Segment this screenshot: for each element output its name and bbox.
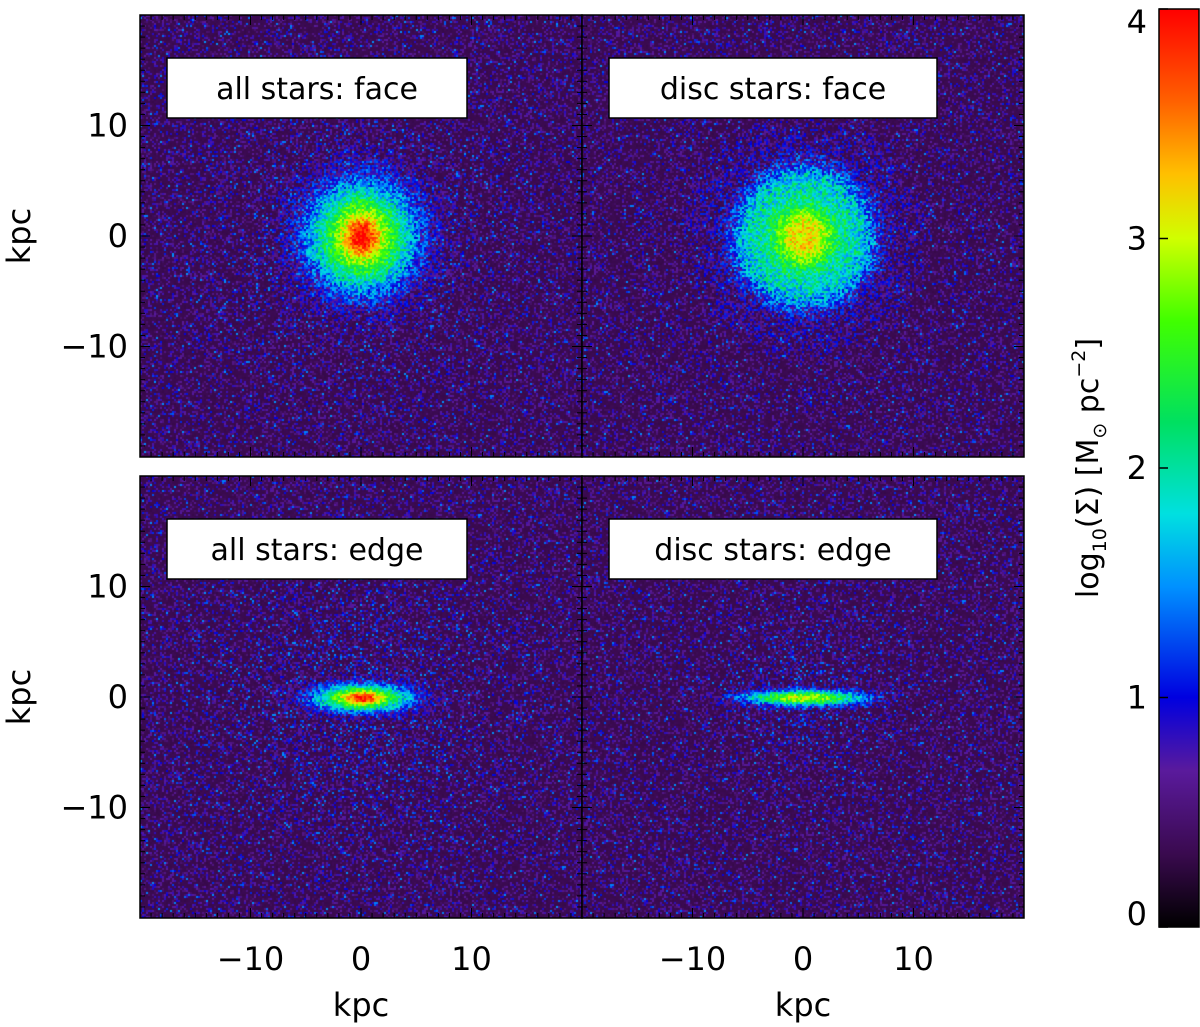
x-tick-label: −10 bbox=[217, 940, 285, 978]
colorbar-label-sun: ⊙ bbox=[1089, 423, 1111, 439]
colorbar-label-mid: (Σ) [M bbox=[1071, 439, 1106, 529]
panel-label: all stars: edge bbox=[211, 533, 424, 568]
colorbar-tick-label: 2 bbox=[1127, 449, 1147, 487]
panel-disc-face: disc stars: face bbox=[581, 14, 1025, 458]
panel-label-box: disc stars: edge bbox=[608, 518, 938, 580]
x-tick-label: 0 bbox=[793, 940, 813, 978]
x-axis-label: kpc bbox=[333, 986, 389, 1024]
x-tick-label: 10 bbox=[893, 940, 934, 978]
panel-label: disc stars: face bbox=[660, 72, 886, 107]
colorbar: 0 1 2 3 4 log10(Σ) [M⊙ pc−2] bbox=[1068, 3, 1200, 933]
y-tick-label: 0 bbox=[108, 678, 128, 716]
y-tick-label: 10 bbox=[87, 107, 128, 145]
x-tick-label: −10 bbox=[659, 940, 727, 978]
x-tick-label: 0 bbox=[351, 940, 371, 978]
colorbar-tick-label: 1 bbox=[1127, 679, 1147, 717]
x-axis-label: kpc bbox=[775, 986, 831, 1024]
panel-ticks bbox=[581, 475, 1025, 919]
x-tick-label: 10 bbox=[451, 940, 492, 978]
colorbar-tick-label: 0 bbox=[1127, 895, 1147, 933]
panel-ticks bbox=[139, 14, 583, 458]
colorbar-label-prefix: log bbox=[1071, 552, 1106, 598]
y-tick-label: −10 bbox=[60, 328, 128, 366]
y-tick-label: 10 bbox=[87, 568, 128, 606]
panel-ticks bbox=[139, 475, 583, 919]
panel-label-box: all stars: face bbox=[166, 57, 468, 119]
panel-label-box: disc stars: face bbox=[608, 57, 938, 119]
colorbar-tick-label: 3 bbox=[1127, 220, 1147, 258]
panel-disc-edge: disc stars: edge bbox=[581, 475, 1025, 919]
panel-ticks bbox=[581, 14, 1025, 458]
panel-label: all stars: face bbox=[216, 72, 418, 107]
colorbar-tick-label: 4 bbox=[1127, 3, 1147, 41]
panel-label: disc stars: edge bbox=[654, 533, 891, 568]
colorbar-label-sub: 10 bbox=[1089, 528, 1111, 552]
panel-all-face: all stars: face bbox=[139, 14, 583, 458]
panel-all-edge: all stars: edge bbox=[139, 475, 583, 919]
y-axis-label: kpc bbox=[0, 669, 38, 725]
colorbar-label-unit: pc bbox=[1071, 378, 1106, 423]
panel-label-box: all stars: edge bbox=[166, 518, 468, 580]
colorbar-label-end: ] bbox=[1071, 338, 1106, 350]
y-tick-label: −10 bbox=[60, 789, 128, 827]
colorbar-label: log10(Σ) [M⊙ pc−2] bbox=[1068, 338, 1111, 598]
y-tick-label: 0 bbox=[108, 217, 128, 255]
y-axis-label: kpc bbox=[0, 208, 38, 264]
colorbar-label-sup: −2 bbox=[1068, 350, 1090, 378]
